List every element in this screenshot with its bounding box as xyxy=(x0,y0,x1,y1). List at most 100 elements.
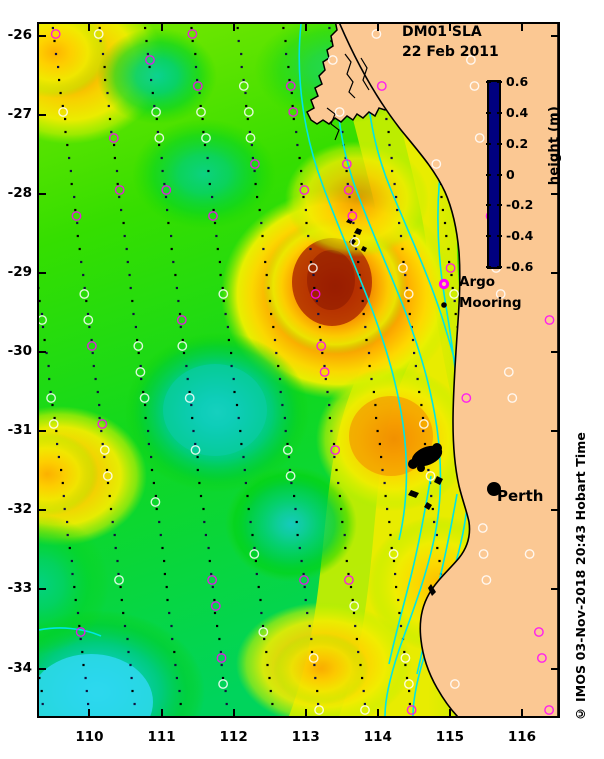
argo-float-marker[interactable] xyxy=(388,549,399,559)
argo-float-marker[interactable] xyxy=(102,471,113,481)
argo-float-marker[interactable] xyxy=(151,107,162,117)
argo-float-marker[interactable] xyxy=(327,55,338,65)
argo-float-marker[interactable] xyxy=(431,159,442,169)
argo-float-marker[interactable] xyxy=(400,653,411,663)
argo-float-marker[interactable] xyxy=(544,705,554,715)
argo-float-marker[interactable] xyxy=(176,315,187,325)
argo-float-marker[interactable] xyxy=(114,575,124,585)
argo-float-marker[interactable] xyxy=(285,81,296,91)
argo-float-marker[interactable] xyxy=(190,445,201,455)
argo-float-marker[interactable] xyxy=(465,55,476,65)
argo-float-marker[interactable] xyxy=(207,575,218,585)
argo-float-marker[interactable] xyxy=(406,705,417,715)
argo-float-marker[interactable] xyxy=(133,341,144,351)
argo-float-marker[interactable] xyxy=(307,263,318,273)
argo-float-marker[interactable] xyxy=(46,393,57,403)
argo-float-marker[interactable] xyxy=(50,29,61,39)
argo-float-marker[interactable] xyxy=(314,705,324,715)
argo-float-marker[interactable] xyxy=(350,237,360,247)
observation-markers-layer[interactable] xyxy=(39,24,558,716)
argo-float-marker[interactable] xyxy=(347,211,358,221)
argo-float-marker[interactable] xyxy=(114,185,125,195)
argo-float-marker[interactable] xyxy=(196,107,206,117)
argo-float-marker[interactable] xyxy=(478,549,489,559)
argo-float-marker[interactable] xyxy=(71,211,82,221)
argo-float-marker[interactable] xyxy=(334,107,345,117)
argo-float-marker[interactable] xyxy=(154,133,165,143)
argo-float-marker[interactable] xyxy=(282,445,293,455)
argo-float-marker[interactable] xyxy=(208,211,218,221)
argo-float-marker[interactable] xyxy=(249,549,260,559)
argo-float-marker[interactable] xyxy=(349,601,360,611)
argo-float-marker[interactable] xyxy=(481,575,492,585)
argo-float-marker[interactable] xyxy=(536,653,547,663)
argo-float-marker[interactable] xyxy=(218,679,229,689)
argo-float-marker[interactable] xyxy=(150,497,161,507)
argo-float-marker[interactable] xyxy=(360,705,370,715)
argo-float-marker[interactable] xyxy=(285,471,296,481)
argo-float-marker[interactable] xyxy=(319,367,330,377)
argo-float-marker[interactable] xyxy=(299,185,310,195)
argo-float-marker[interactable] xyxy=(258,627,269,637)
argo-float-marker[interactable] xyxy=(461,393,472,403)
argo-float-marker[interactable] xyxy=(449,679,460,689)
argo-float-marker[interactable] xyxy=(184,393,195,403)
argo-float-marker[interactable] xyxy=(187,29,198,39)
argo-float-marker[interactable] xyxy=(397,263,408,273)
argo-float-marker[interactable] xyxy=(108,133,119,143)
argo-float-marker[interactable] xyxy=(161,185,172,195)
argo-float-marker[interactable] xyxy=(139,393,150,403)
argo-float-marker[interactable] xyxy=(308,653,319,663)
argo-float-marker[interactable] xyxy=(507,393,518,403)
argo-float-marker[interactable] xyxy=(83,315,94,325)
argo-float-marker[interactable] xyxy=(243,107,254,117)
argo-float-marker[interactable] xyxy=(177,341,188,351)
argo-float-marker[interactable] xyxy=(99,445,110,455)
argo-float-marker[interactable] xyxy=(343,185,354,195)
mooring-cluster-two-rocks[interactable] xyxy=(408,442,445,472)
argo-float-marker[interactable] xyxy=(316,341,327,351)
argo-float-marker[interactable] xyxy=(93,29,104,39)
argo-float-marker[interactable] xyxy=(299,575,309,585)
argo-float-marker[interactable] xyxy=(376,81,387,91)
argo-float-marker[interactable] xyxy=(469,81,480,91)
argo-float-marker[interactable] xyxy=(403,679,414,689)
argo-float-marker[interactable] xyxy=(87,341,97,351)
argo-float-marker[interactable] xyxy=(288,107,299,117)
argo-float-marker[interactable] xyxy=(97,419,108,429)
argo-float-marker[interactable] xyxy=(524,549,535,559)
argo-float-marker[interactable] xyxy=(218,289,229,299)
argo-float-marker[interactable] xyxy=(145,55,155,65)
argo-float-marker[interactable] xyxy=(474,133,485,143)
argo-float-marker[interactable] xyxy=(75,627,86,637)
argo-float-marker[interactable] xyxy=(418,419,429,429)
argo-float-marker[interactable] xyxy=(503,367,514,377)
argo-float-marker[interactable] xyxy=(343,575,354,585)
argo-float-marker[interactable] xyxy=(403,289,414,299)
argo-float-marker[interactable] xyxy=(135,367,146,377)
argo-float-marker[interactable] xyxy=(210,601,221,611)
argo-float-marker[interactable] xyxy=(216,653,227,663)
argo-float-marker[interactable] xyxy=(330,445,341,455)
argo-float-marker[interactable] xyxy=(341,159,352,169)
argo-float-marker[interactable] xyxy=(477,523,488,533)
argo-float-marker[interactable] xyxy=(249,159,260,169)
city-marker-perth[interactable] xyxy=(487,482,501,496)
argo-float-marker[interactable] xyxy=(371,29,382,39)
argo-float-marker[interactable] xyxy=(238,81,249,91)
argo-float-marker[interactable] xyxy=(245,133,256,143)
argo-float-marker[interactable] xyxy=(192,81,203,91)
argo-float-marker[interactable] xyxy=(445,263,456,273)
argo-float-marker[interactable] xyxy=(201,133,211,143)
argo-float-marker[interactable] xyxy=(495,289,506,299)
argo-float-marker[interactable] xyxy=(425,471,436,481)
argo-float-marker[interactable] xyxy=(48,419,59,429)
map-plot-area[interactable] xyxy=(37,22,560,718)
argo-float-marker[interactable] xyxy=(79,289,90,299)
argo-float-marker[interactable] xyxy=(544,315,555,325)
argo-float-marker[interactable] xyxy=(533,627,544,637)
argo-float-marker[interactable] xyxy=(58,107,69,117)
argo-float-marker[interactable] xyxy=(39,315,47,325)
argo-float-marker[interactable] xyxy=(310,289,321,299)
argo-float-marker[interactable] xyxy=(449,289,459,299)
